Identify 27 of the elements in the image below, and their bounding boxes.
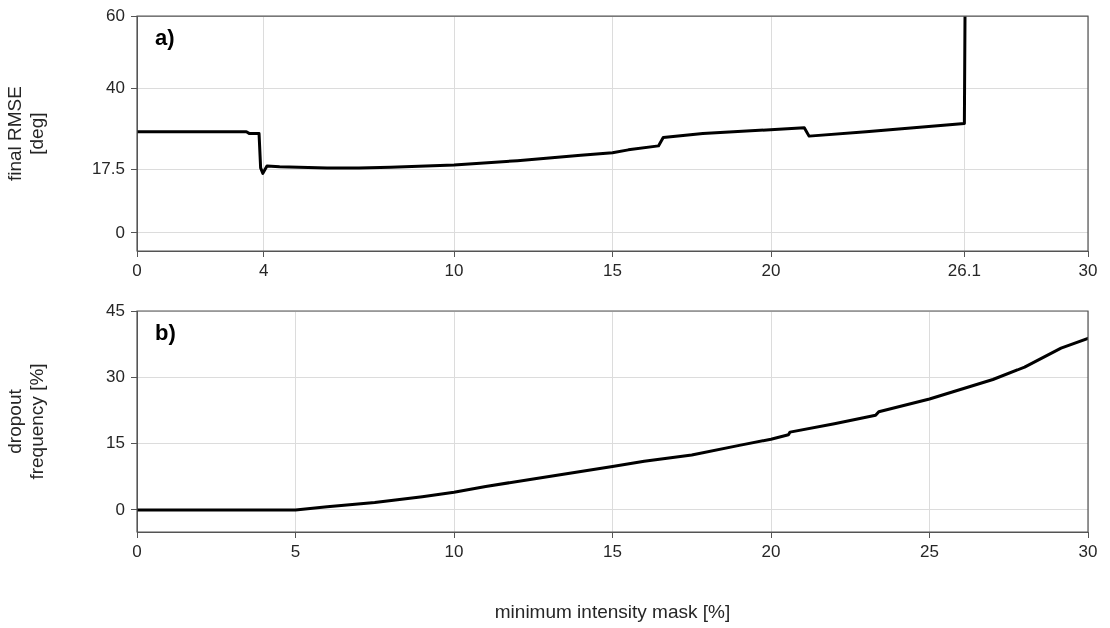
x-tick-label: 5 [290,541,301,561]
y-tick-label: 0 [115,499,125,519]
y-tick-label: 45 [106,300,125,320]
y-tick-label: 0 [115,222,125,242]
x-tick-label: 20 [761,260,781,280]
annotation: b) [155,320,176,346]
x-tick-label: 0 [132,260,142,280]
x-tick-label: 4 [259,260,269,280]
y-tick-label: 30 [106,366,125,386]
annotation: a) [155,25,175,51]
x-tick-label: 15 [603,541,622,561]
x-tick-label: 30 [1078,541,1098,561]
x-tick-label: 30 [1078,260,1098,280]
y-axis-title: dropout frequency [%] [3,363,48,480]
x-tick-label: 10 [444,541,464,561]
y-tick-label: 60 [106,5,125,25]
x-tick-label: 0 [132,541,142,561]
y-tick-label: 15 [106,433,125,453]
x-tick-label: 15 [603,260,622,280]
y-tick-label: 17.5 [91,159,125,179]
x-tick-label: 10 [444,260,464,280]
x-axis-title: minimum intensity mask [%] [494,600,731,622]
x-tick-label: 26.1 [947,260,981,280]
x-tick-label: 25 [920,541,939,561]
y-tick-label: 40 [106,78,125,98]
x-tick-label: 20 [761,541,781,561]
y-axis-title: final RMSE [deg] [3,86,48,182]
